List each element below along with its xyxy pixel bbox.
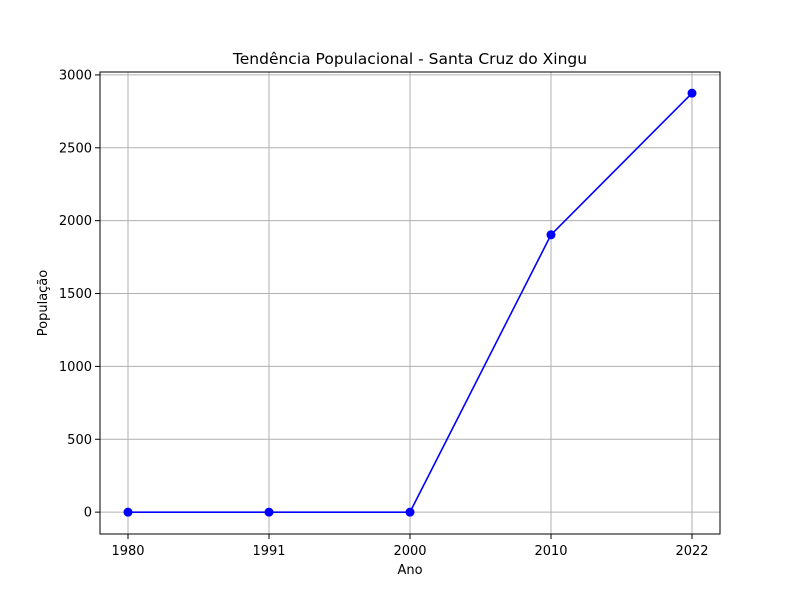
x-tick-label: 2010 <box>534 544 567 559</box>
y-tick-label: 1000 <box>59 360 92 375</box>
y-tick-label: 2000 <box>59 214 92 229</box>
y-tick-label: 2500 <box>59 141 92 156</box>
x-tick-label: 1991 <box>252 544 285 559</box>
chart-title: Tendência Populacional - Santa Cruz do X… <box>232 50 587 68</box>
x-tick-label: 2000 <box>393 544 426 559</box>
y-tick-label: 0 <box>84 506 92 521</box>
x-axis-title: Ano <box>397 563 422 578</box>
data-point <box>546 230 556 240</box>
x-tick-label: 1980 <box>111 544 144 559</box>
data-point <box>123 507 133 517</box>
data-point <box>264 507 274 517</box>
y-tick-label: 3000 <box>59 68 92 83</box>
data-point <box>687 88 697 98</box>
y-axis-title: População <box>36 270 51 337</box>
y-tick-label: 1500 <box>59 287 92 302</box>
y-tick-label: 500 <box>67 433 92 448</box>
axis-ticks: 1980 1991 2000 2010 2022 0 500 1000 1500 2000 2500… <box>59 68 709 559</box>
x-tick-label: 2022 <box>675 544 708 559</box>
series <box>123 88 697 517</box>
data-point <box>405 507 415 517</box>
